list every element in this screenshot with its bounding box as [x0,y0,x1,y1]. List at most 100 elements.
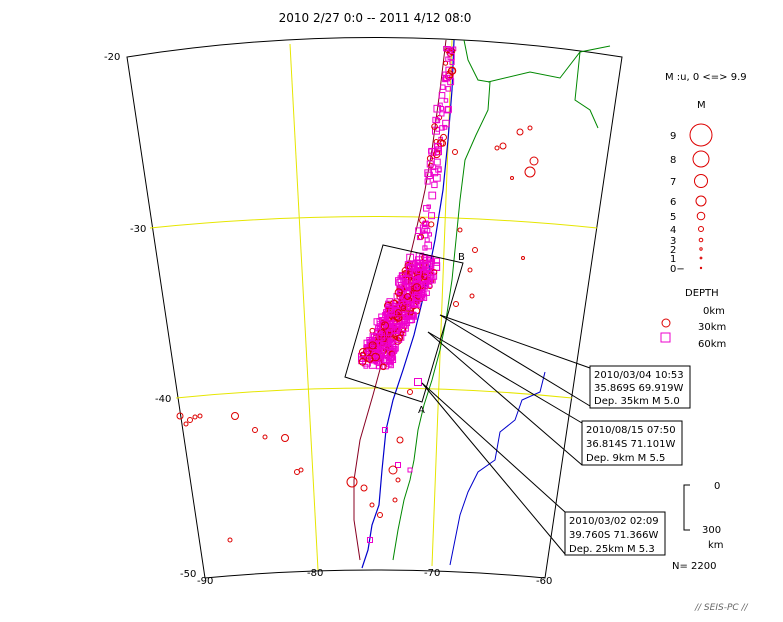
depth-scale-top: 0 [714,481,720,492]
quake-marker-deep [391,344,399,352]
depth-legend: DEPTH 0km 30km 60km [660,288,726,350]
quake-marker-deep [427,271,435,279]
quake-marker-shallow [187,417,193,423]
quake-marker-deep [414,262,424,272]
quake-marker-deep [367,537,373,543]
quake-marker-deep [412,299,421,308]
quake-marker-shallow [176,412,184,420]
depth-title: DEPTH [685,288,719,299]
quake-marker-deep [380,341,388,350]
event-count: N= 2200 [672,561,717,572]
quake-marker-shallow [412,283,422,292]
magnitude-legend-label: 6 [670,197,676,208]
depth-scale: 0 300 km [683,481,724,551]
magnitude-legend-label: 8 [670,155,676,166]
quake-marker-shallow [467,267,473,273]
quake-marker-deep [382,427,388,433]
callout-1[interactable]: 2010/03/04 10:53 35.869S 69.919W Dep. 35… [439,314,691,409]
quake-marker-deep [433,158,441,166]
quake-marker-deep [385,306,394,316]
quake-marker-shallow [371,352,380,362]
quake-marker-deep [445,86,452,92]
rupture-box[interactable] [344,244,464,403]
quake-marker-deep [369,332,379,342]
quake-marker-deep [445,56,451,62]
quake-marker-deep [421,221,428,228]
callout-2-leader-2 [427,331,583,466]
callout-3[interactable]: 2010/03/02 02:09 39.760S 71.366W Dep. 25… [421,382,666,556]
callout-1-leader [439,314,591,369]
quake-marker-deep [445,105,452,113]
quake-marker-deep [423,205,430,212]
magnitude-legend-symbol [698,237,704,243]
quake-marker-shallow [396,436,404,444]
map-frame [126,37,623,579]
quake-marker-deep [406,269,413,276]
graticule-lon-80 [289,43,319,571]
coastline [361,39,455,569]
callout-3-line2: 39.760S 71.366W [569,530,659,541]
box-label-b: B [458,252,465,263]
quake-marker-shallow [379,363,387,371]
quake-marker-deep [379,351,385,357]
magnitude-legend-label: 3 [670,236,676,247]
quake-marker-deep [386,349,395,357]
quake-marker-shallow [393,335,399,340]
quake-marker-deep [433,104,442,113]
quake-marker-shallow [453,301,459,307]
quake-marker-shallow [394,288,403,297]
callout-3-leader-2 [421,382,566,555]
depth-scale-bottom: 300 [702,525,721,536]
quake-marker-shallow [395,477,401,483]
quake-marker-deep [415,227,422,234]
quake-marker-shallow [392,497,398,503]
quake-marker-shallow [395,314,403,322]
quake-marker-shallow [395,334,403,342]
earthquake-markers [176,46,539,543]
box-label-a: A [418,405,425,416]
quake-marker-deep [429,259,436,265]
quake-marker-deep [406,253,415,262]
quake-marker-deep [395,462,401,468]
quake-marker-deep [412,269,421,278]
magnitude-legend-label: 5 [670,212,676,223]
depth-0km-label: 0km [703,306,725,317]
quake-marker-deep [442,71,447,77]
callout-1-line2: 35.869S 69.919W [594,383,684,394]
quake-marker-deep [422,280,428,286]
quake-marker-shallow [452,149,458,155]
quake-marker-shallow [472,247,478,253]
quake-marker-deep [413,302,419,307]
quake-marker-deep [430,168,439,177]
quake-marker-deep [422,245,428,251]
quake-marker-shallow [407,389,413,395]
magnitude-legend-symbol [689,123,713,147]
callout-2[interactable]: 2010/08/15 07:50 36.814S 71.101W Dep. 9k… [427,331,683,466]
magnitude-legend-symbol [698,226,704,232]
lat-label-30: -30 [130,224,146,235]
quake-marker-shallow [362,347,372,356]
quake-marker-deep [431,181,438,189]
map-title: 2010 2/27 0:0 -- 2011 4/12 08:0 [279,11,472,25]
quake-marker-deep [434,117,441,124]
quake-marker-deep [444,106,452,114]
quake-marker-deep [442,76,448,83]
quake-marker-shallow [252,427,258,433]
magnitude-legend-symbol [692,150,710,168]
quake-marker-deep [424,227,431,234]
quake-marker-deep [432,173,441,182]
quake-marker-deep [449,59,455,65]
quake-marker-shallow [358,358,367,366]
quake-marker-deep [435,166,442,173]
magnitude-legend-symbol [695,195,707,207]
callout-2-box [581,420,683,466]
quake-marker-deep [428,212,436,220]
quake-marker-deep [363,363,369,369]
quake-marker-deep [429,274,436,280]
quake-marker-shallow [527,125,533,131]
quake-marker-deep [407,286,412,291]
quake-marker-shallow [388,465,398,475]
magnitude-legend-label: 4 [670,225,676,236]
depth-scale-unit: km [708,540,724,551]
quake-marker-deep [407,315,416,324]
